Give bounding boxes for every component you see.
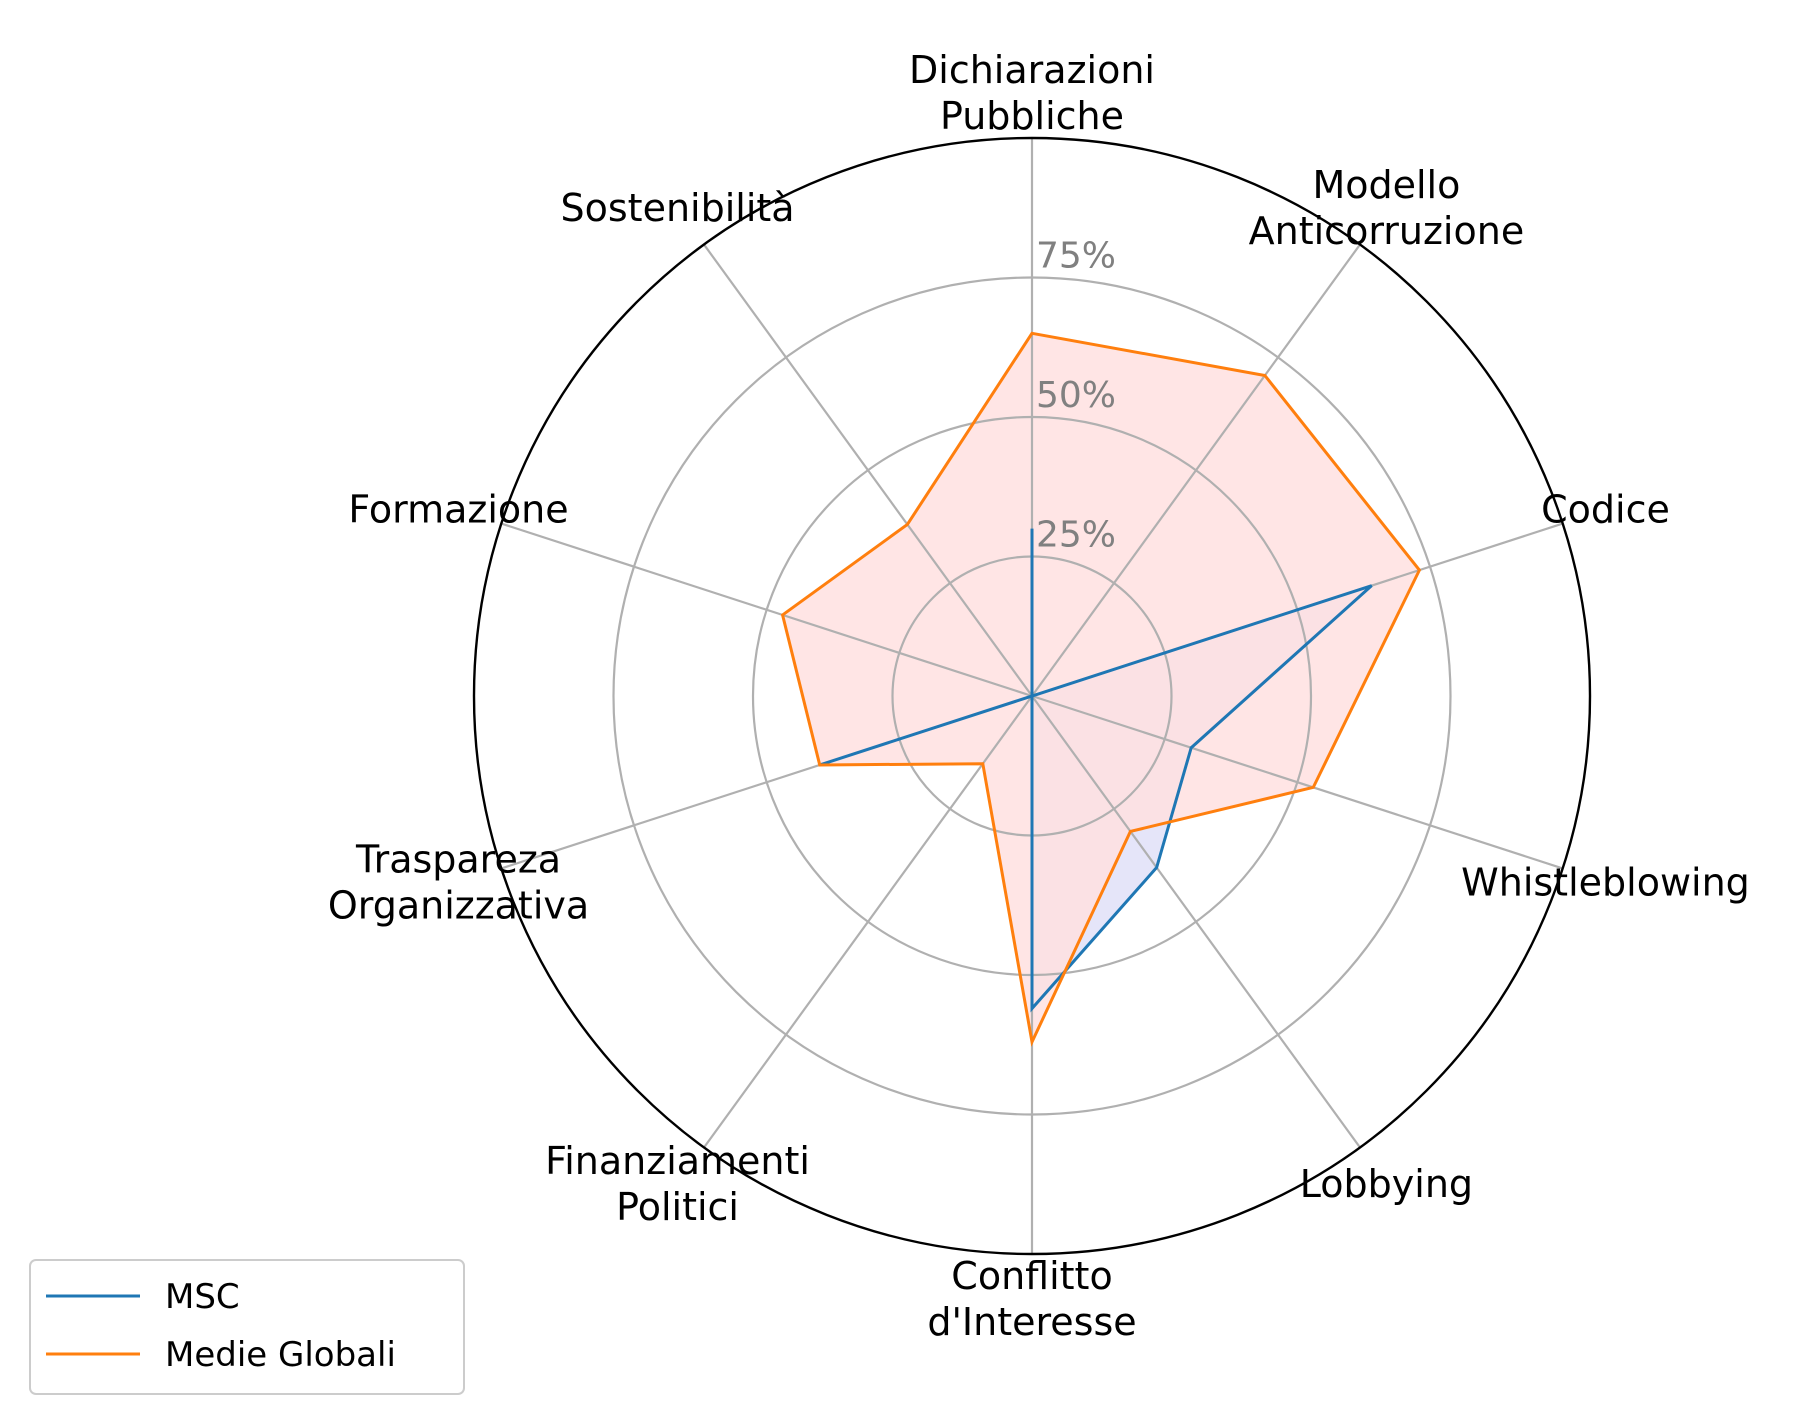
category-label-line: Pubbliche xyxy=(940,94,1124,138)
category-label-whistleblowing: Whistleblowing xyxy=(1461,860,1750,904)
series-fills xyxy=(782,333,1420,1042)
legend-label-msc: MSC xyxy=(165,1277,240,1317)
radial-tick-label-75: 75% xyxy=(1036,236,1116,277)
category-label-line: Modello xyxy=(1312,163,1460,207)
category-label-line: Lobbying xyxy=(1300,1162,1473,1206)
category-label-line: Sostenibilità xyxy=(561,186,795,230)
radial-tick-label-50: 50% xyxy=(1036,375,1116,416)
category-label-line: Formazione xyxy=(348,488,568,532)
spoke-lobbying xyxy=(1031,695,1361,1149)
category-label-sostenibilit: Sostenibilità xyxy=(561,186,795,230)
polar-frame xyxy=(472,136,1592,1256)
spoke-formazione xyxy=(500,522,1033,698)
spoke-sostenibilit xyxy=(703,243,1033,697)
legend-box xyxy=(29,1259,465,1395)
series-line-msc xyxy=(819,528,1373,1013)
category-label-line: Traspareza xyxy=(355,837,561,881)
category-label-codice: Codice xyxy=(1541,488,1670,532)
category-label-lobbying: Lobbying xyxy=(1300,1162,1473,1206)
category-label-formazione: Formazione xyxy=(348,488,568,532)
series-lines xyxy=(780,331,1422,1047)
series-fill-medie-globali xyxy=(782,333,1420,1042)
category-label-line: Finanziamenti xyxy=(545,1139,810,1183)
series-line-medie-globali xyxy=(780,331,1422,1047)
category-label-line: Politici xyxy=(616,1185,739,1229)
spoke-modello-anticorruzione xyxy=(1031,243,1361,697)
category-label-line: Organizzativa xyxy=(328,883,589,927)
category-label-line: Anticorruzione xyxy=(1249,209,1525,253)
legend: MSC Medie Globali xyxy=(29,1259,465,1395)
radial-tick-label-25: 25% xyxy=(1036,515,1116,556)
radial-tick-labels: 25% 50% 75% xyxy=(1036,236,1116,556)
category-label-line: Conflitto xyxy=(951,1254,1112,1298)
spoke-whistleblowing xyxy=(1031,694,1564,870)
legend-label-medie-globali: Medie Globali xyxy=(165,1335,396,1375)
category-label-line: Dichiarazioni xyxy=(909,48,1155,92)
category-label-line: Codice xyxy=(1541,488,1670,532)
category-label-line: Whistleblowing xyxy=(1461,860,1750,904)
category-label-line: d'Interesse xyxy=(927,1300,1136,1344)
spoke-finanziamenti-politici xyxy=(703,695,1033,1149)
